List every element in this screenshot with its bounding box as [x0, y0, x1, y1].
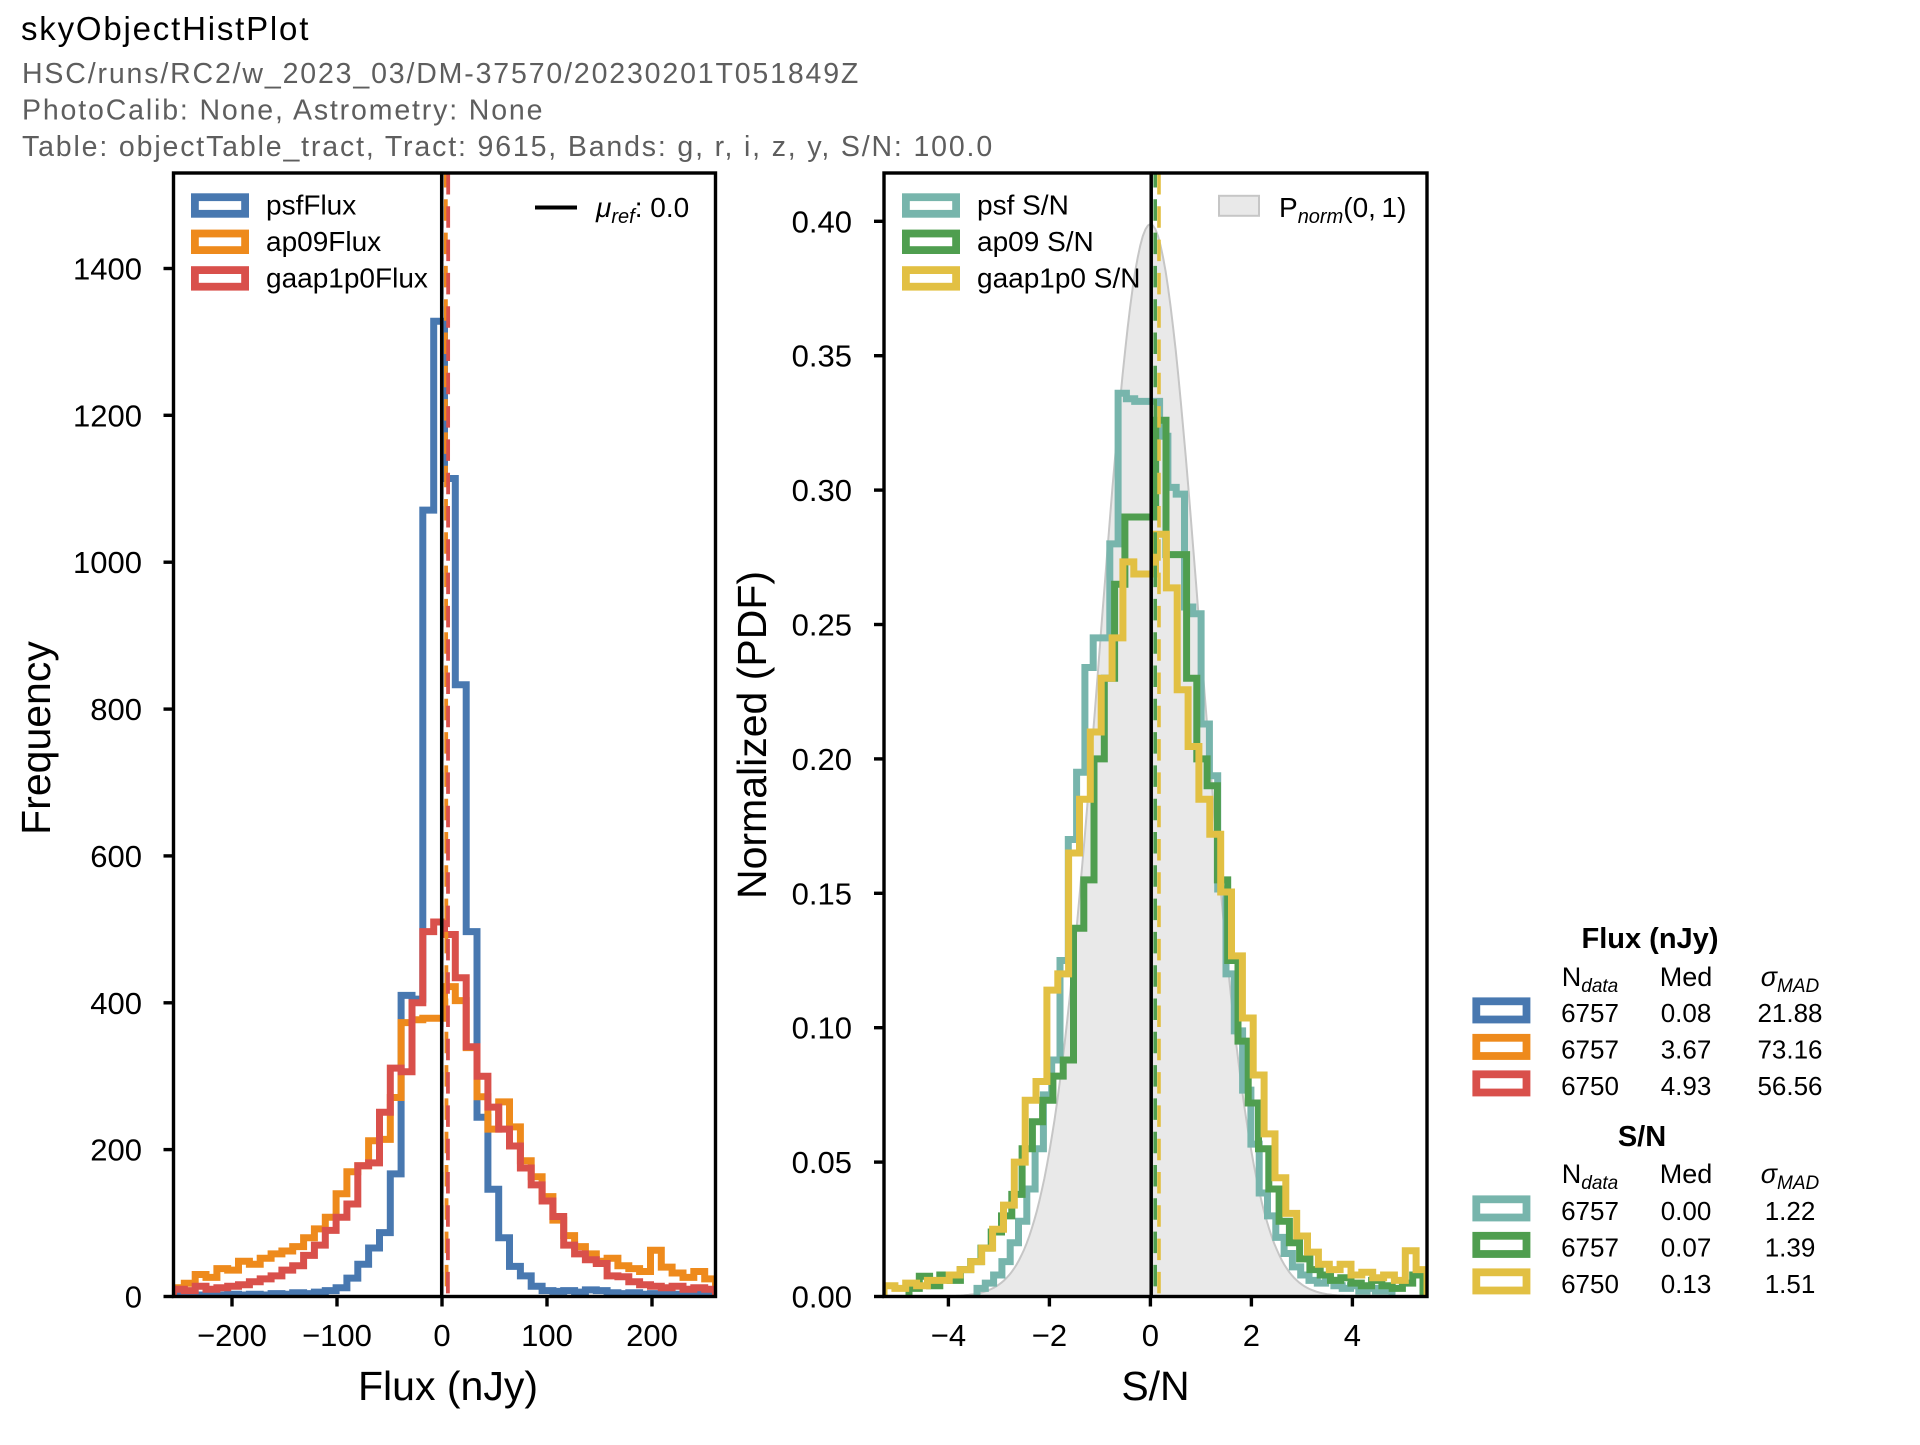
- svg-text:21.88: 21.88: [1757, 998, 1822, 1028]
- svg-text:−4: −4: [931, 1318, 966, 1353]
- svg-text:3.67: 3.67: [1661, 1035, 1712, 1065]
- svg-text:Frequency: Frequency: [13, 641, 59, 835]
- svg-text:PhotoCalib: None, Astrometry:: PhotoCalib: None, Astrometry: None: [22, 95, 544, 127]
- svg-text:S/N: S/N: [1121, 1363, 1189, 1409]
- svg-text:0.13: 0.13: [1661, 1269, 1712, 1299]
- svg-text:4: 4: [1344, 1318, 1361, 1353]
- svg-text:56.56: 56.56: [1757, 1071, 1822, 1101]
- svg-text:100: 100: [521, 1318, 573, 1353]
- svg-text:0.40: 0.40: [792, 204, 852, 239]
- svg-text:200: 200: [626, 1318, 678, 1353]
- svg-text:Flux (nJy): Flux (nJy): [1582, 923, 1719, 955]
- svg-text:0.00: 0.00: [1661, 1196, 1712, 1226]
- svg-text:0.10: 0.10: [792, 1011, 852, 1046]
- svg-text:gaap1p0 S/N: gaap1p0 S/N: [977, 263, 1140, 294]
- svg-text:0.05: 0.05: [792, 1145, 852, 1180]
- svg-text:0: 0: [433, 1318, 450, 1353]
- svg-text:Normalized (PDF): Normalized (PDF): [729, 571, 775, 899]
- svg-text:μref: 0.0: μref: 0.0: [595, 192, 689, 228]
- svg-text:0.07: 0.07: [1661, 1233, 1712, 1263]
- svg-text:0.20: 0.20: [792, 742, 852, 777]
- svg-text:4.93: 4.93: [1661, 1071, 1712, 1101]
- svg-text:0.08: 0.08: [1661, 998, 1712, 1028]
- svg-text:6750: 6750: [1561, 1071, 1619, 1101]
- svg-text:1.22: 1.22: [1765, 1196, 1816, 1226]
- svg-text:1.39: 1.39: [1765, 1233, 1816, 1263]
- svg-text:1.51: 1.51: [1765, 1269, 1816, 1299]
- svg-text:gaap1p0Flux: gaap1p0Flux: [266, 263, 428, 294]
- svg-text:6757: 6757: [1561, 1196, 1619, 1226]
- svg-text:73.16: 73.16: [1757, 1035, 1822, 1065]
- svg-text:6750: 6750: [1561, 1269, 1619, 1299]
- svg-text:0.25: 0.25: [792, 608, 852, 643]
- svg-text:2: 2: [1243, 1318, 1260, 1353]
- svg-text:0.15: 0.15: [792, 876, 852, 911]
- svg-text:1000: 1000: [73, 545, 142, 580]
- svg-text:HSC/runs/RC2/w_2023_03/DM-3757: HSC/runs/RC2/w_2023_03/DM-37570/20230201…: [22, 58, 860, 90]
- svg-text:0: 0: [125, 1280, 142, 1315]
- svg-text:Flux (nJy): Flux (nJy): [358, 1363, 538, 1409]
- svg-text:600: 600: [90, 839, 142, 874]
- svg-text:Med: Med: [1660, 1159, 1713, 1189]
- svg-text:−200: −200: [197, 1318, 267, 1353]
- svg-text:S/N: S/N: [1618, 1121, 1666, 1153]
- svg-text:ap09 S/N: ap09 S/N: [977, 226, 1094, 257]
- svg-text:1200: 1200: [73, 398, 142, 433]
- svg-text:6757: 6757: [1561, 1035, 1619, 1065]
- svg-text:0.00: 0.00: [792, 1280, 852, 1315]
- svg-text:400: 400: [90, 986, 142, 1021]
- svg-text:Med: Med: [1660, 962, 1713, 992]
- svg-text:0.30: 0.30: [792, 473, 852, 508]
- svg-text:−2: −2: [1032, 1318, 1067, 1353]
- svg-text:200: 200: [90, 1133, 142, 1168]
- svg-text:skyObjectHistPlot: skyObjectHistPlot: [21, 10, 310, 47]
- svg-text:−100: −100: [302, 1318, 372, 1353]
- svg-text:psfFlux: psfFlux: [266, 190, 356, 221]
- svg-text:Table: objectTable_tract, Trac: Table: objectTable_tract, Tract: 9615, B…: [22, 131, 994, 163]
- svg-text:0.35: 0.35: [792, 339, 852, 374]
- svg-text:1400: 1400: [73, 252, 142, 287]
- svg-text:6757: 6757: [1561, 998, 1619, 1028]
- svg-text:0: 0: [1142, 1318, 1159, 1353]
- svg-text:6757: 6757: [1561, 1233, 1619, 1263]
- svg-text:800: 800: [90, 692, 142, 727]
- svg-text:ap09Flux: ap09Flux: [266, 226, 381, 257]
- svg-text:psf S/N: psf S/N: [977, 190, 1069, 221]
